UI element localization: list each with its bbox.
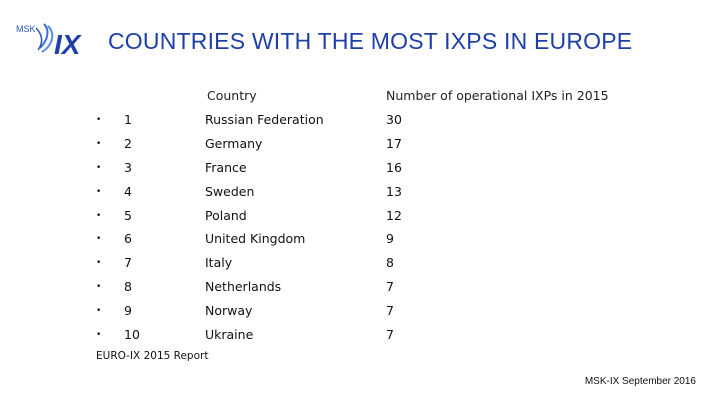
table-row: • 7 Italy 8 [0,251,720,275]
country-cell: Ukraine [205,327,254,343]
table-row: • 1 Russian Federation 30 [0,108,720,132]
bullet: • [96,186,102,197]
country-cell: France [205,159,247,175]
rank-cell: 6 [124,231,132,247]
bullet: • [96,210,102,221]
rank-cell: 4 [124,183,132,199]
count-cell: 17 [386,135,402,151]
country-cell: Poland [205,207,247,223]
count-cell: 8 [386,255,394,271]
count-cell: 7 [386,327,394,343]
source-note: EURO-IX 2015 Report [96,350,209,362]
rank-cell: 2 [124,135,132,151]
logo-small-text: MSK [16,24,36,34]
country-cell: Russian Federation [205,112,324,127]
rank-cell: 1 [124,112,132,127]
rank-cell: 7 [124,255,132,271]
table-row: • 9 Norway 7 [0,299,720,323]
rank-cell: 8 [124,279,132,295]
country-cell: Germany [205,135,263,151]
country-cell: Sweden [205,183,255,199]
msk-ix-logo: MSK IX [14,18,94,60]
table-row: • 10 Ukraine 7 [0,323,720,347]
bullet: • [96,258,102,269]
country-cell: United Kingdom [205,231,306,247]
count-cell: 7 [386,303,394,319]
table-row: • 2 Germany 17 [0,132,720,156]
bullet: • [96,306,102,317]
bullet: • [96,162,102,173]
table-row: • 6 United Kingdom 9 [0,227,720,251]
table-row: • 4 Sweden 13 [0,180,720,204]
count-cell: 30 [386,112,402,127]
country-cell: Netherlands [205,279,282,295]
count-cell: 16 [386,159,402,175]
rank-cell: 5 [124,207,132,223]
bullet: • [96,282,102,293]
country-cell: Italy [205,255,233,271]
count-cell: 13 [386,183,402,199]
bullet: • [96,115,102,125]
number-column-header: Number of operational IXPs in 2015 [386,88,609,103]
rank-cell: 10 [124,327,140,343]
bullet: • [96,138,102,149]
rank-cell: 3 [124,159,132,175]
country-column-header: Country [207,88,257,103]
bullet: • [96,330,102,341]
footer-text: MSK-IX September 2016 [584,376,696,387]
bullet: • [96,234,102,245]
country-cell: Norway [205,303,253,319]
count-cell: 7 [386,279,394,295]
count-cell: 9 [386,231,394,247]
table-row: • 8 Netherlands 7 [0,275,720,299]
rank-cell: 9 [124,303,132,319]
page-title: COUNTRIES WITH THE MOST IXPS IN EUROPE [108,28,633,54]
table-row: • 3 France 16 [0,156,720,180]
ixp-table: • 1 Russian Federation 30 • 2 Germany 17… [0,108,720,347]
logo-big-text: IX [54,29,83,60]
table-row: • 5 Poland 12 [0,204,720,228]
count-cell: 12 [386,207,402,223]
